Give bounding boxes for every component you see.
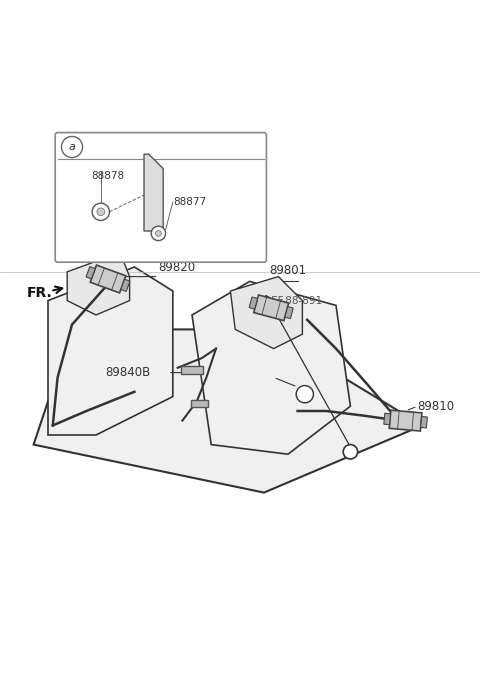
Circle shape: [343, 445, 358, 459]
Circle shape: [92, 203, 109, 220]
Circle shape: [61, 136, 83, 157]
Polygon shape: [420, 416, 427, 428]
Polygon shape: [181, 366, 203, 374]
Circle shape: [156, 231, 161, 236]
Circle shape: [296, 386, 313, 403]
Polygon shape: [285, 306, 293, 319]
Text: 89840B: 89840B: [106, 366, 151, 379]
Text: 89801: 89801: [269, 264, 306, 277]
Polygon shape: [67, 253, 130, 315]
Circle shape: [97, 208, 105, 216]
FancyBboxPatch shape: [55, 133, 266, 262]
Text: 88878: 88878: [91, 171, 124, 181]
Polygon shape: [34, 330, 422, 493]
Text: a: a: [302, 389, 308, 399]
Text: 89810: 89810: [418, 400, 455, 413]
Polygon shape: [230, 277, 302, 348]
Text: a: a: [69, 142, 75, 152]
Polygon shape: [192, 281, 350, 454]
Circle shape: [151, 226, 166, 241]
Polygon shape: [249, 297, 258, 309]
Polygon shape: [144, 154, 163, 231]
Polygon shape: [384, 414, 391, 424]
Polygon shape: [90, 265, 126, 293]
Polygon shape: [254, 295, 288, 321]
Polygon shape: [389, 410, 422, 431]
Polygon shape: [191, 400, 208, 407]
Polygon shape: [48, 267, 173, 435]
Text: 89820: 89820: [158, 261, 195, 274]
Text: REF.88-891: REF.88-891: [264, 296, 322, 306]
Polygon shape: [86, 266, 95, 279]
Text: 88877: 88877: [173, 197, 206, 207]
Text: FR.: FR.: [26, 286, 52, 300]
Polygon shape: [121, 279, 130, 292]
